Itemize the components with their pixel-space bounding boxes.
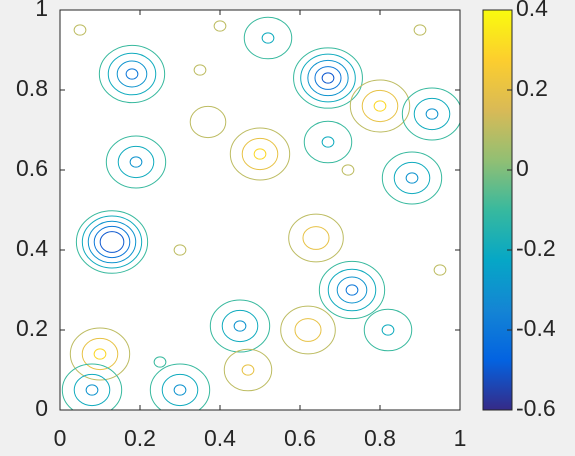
contour-line [341, 164, 355, 176]
x-tick-label: 0.6 [284, 425, 316, 451]
contour-line [293, 47, 363, 109]
contour-line [253, 148, 267, 160]
contour-line [209, 299, 271, 353]
y-tick-label: 0 [35, 395, 48, 421]
contour-line [85, 384, 99, 396]
contour-line [105, 135, 167, 189]
contour-line [87, 220, 137, 264]
contour-line [413, 97, 451, 131]
contour-line [81, 215, 143, 269]
contour-line [189, 105, 227, 139]
plot-area [60, 10, 460, 410]
y-tick-label: 0.4 [16, 235, 48, 261]
contour-line [81, 337, 119, 371]
colorbar-tick-label: -0.6 [516, 395, 556, 421]
contour-line [373, 100, 387, 112]
x-tick-label: 1 [454, 425, 467, 451]
contour-line [117, 145, 155, 179]
y-tick-label: 1 [35, 0, 48, 21]
contour-line [107, 52, 157, 96]
contour-line [300, 53, 356, 103]
contour-line [129, 156, 143, 168]
contour-line [75, 210, 149, 274]
contour-line [303, 120, 353, 164]
x-tick-label: 0.8 [364, 425, 396, 451]
contour-line [241, 137, 279, 171]
contour-line [73, 24, 87, 36]
contour-line [318, 260, 386, 320]
colorbar-tick-label: 0 [516, 155, 529, 181]
contour-line [99, 231, 125, 253]
contour-line [161, 373, 199, 407]
contour-line [381, 151, 443, 205]
contour-line [349, 79, 411, 133]
colorbar-tick-label: 0.2 [516, 75, 548, 101]
contour-line [69, 327, 131, 381]
contour-line [433, 264, 447, 276]
colorbar-tick-label: 0.4 [516, 0, 548, 21]
contour-line [173, 384, 187, 396]
contour-line [336, 276, 368, 304]
contour-line [61, 363, 123, 410]
y-tick-label: 0.6 [16, 155, 48, 181]
contour-line [261, 32, 275, 44]
contour-line [314, 66, 342, 90]
contour-line [73, 373, 111, 407]
contour-line [321, 72, 335, 84]
colorbar-tick-label: -0.4 [516, 315, 556, 341]
plot-frame [59, 9, 461, 411]
contour-group [61, 16, 460, 410]
contour-line [153, 356, 167, 368]
contour-line [241, 364, 255, 376]
x-tick-label: 0.4 [204, 425, 236, 451]
contour-line [229, 127, 291, 181]
contour-line [93, 225, 131, 259]
colorbar [482, 9, 513, 411]
contour-line [361, 89, 399, 123]
contour-line [93, 348, 107, 360]
contour-line [405, 172, 419, 184]
contour-line [288, 213, 344, 263]
contour-line [125, 68, 139, 80]
contour-line [393, 161, 431, 195]
contour-line [213, 20, 227, 32]
contour-line [223, 348, 273, 392]
contour-line [381, 324, 395, 336]
colorbar-tick-label: -0.2 [516, 235, 556, 261]
contour-line [327, 268, 377, 312]
contour-line [307, 59, 349, 97]
contour-line [98, 44, 166, 104]
x-tick-label: 0 [54, 425, 67, 451]
contour-line [149, 363, 211, 410]
contour-line [302, 226, 330, 250]
contour-line [321, 136, 335, 148]
contour-line [193, 64, 207, 76]
contour-line [116, 60, 148, 88]
contour-line [401, 87, 460, 141]
contour-line [294, 318, 322, 342]
contour-line [243, 16, 293, 60]
y-tick-label: 0.2 [16, 315, 48, 341]
y-tick-label: 0.8 [16, 75, 48, 101]
x-tick-label: 0.2 [124, 425, 156, 451]
contour-line [280, 305, 336, 355]
contour-line [233, 320, 247, 332]
contour-line [345, 284, 359, 296]
contour-line [425, 108, 439, 120]
contour-line [221, 309, 259, 343]
contour-line [173, 244, 187, 256]
contour-line [413, 24, 427, 36]
contour-line [363, 308, 413, 352]
